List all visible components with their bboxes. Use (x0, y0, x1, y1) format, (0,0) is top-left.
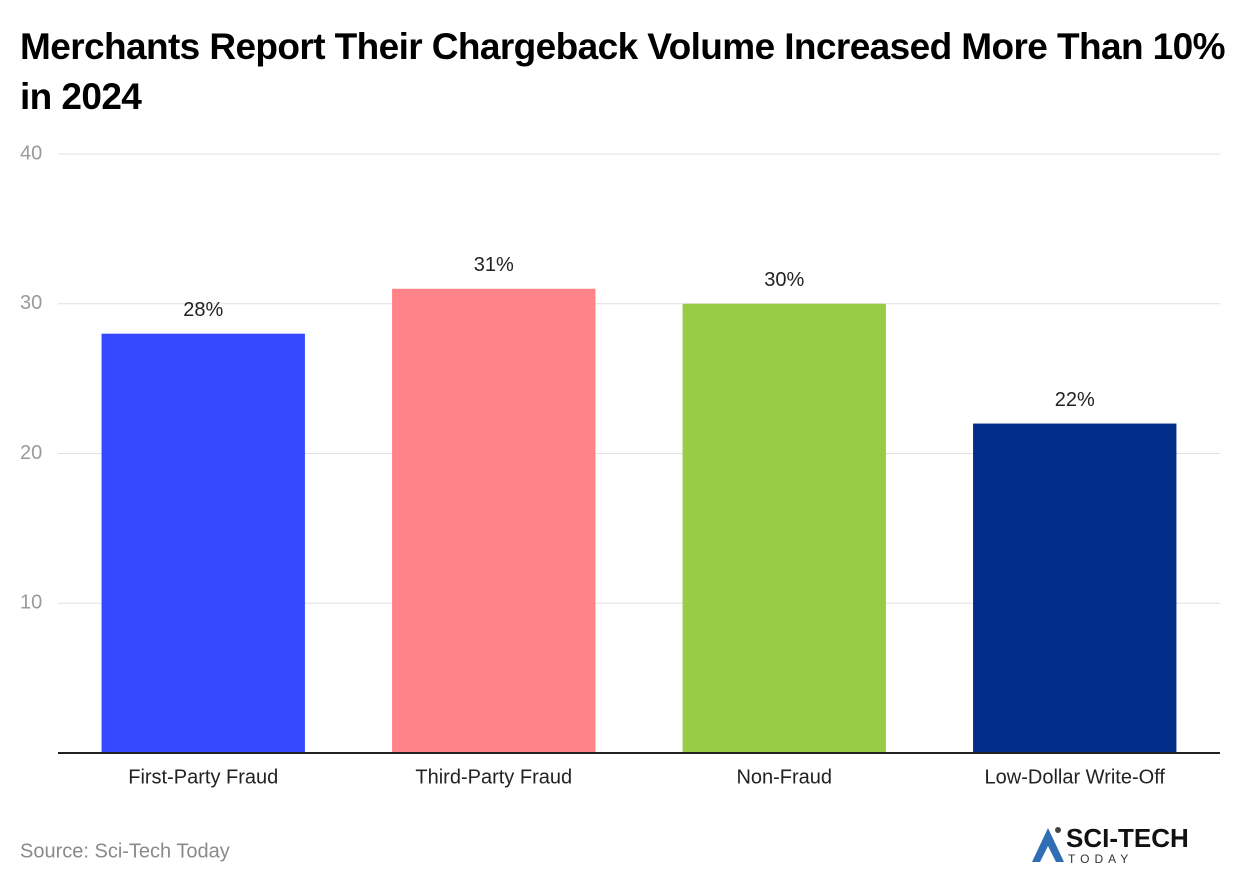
bar (101, 333, 305, 753)
value-label: 30% (764, 269, 804, 291)
bar (392, 288, 596, 753)
chart-title: Merchants Report Their Chargeback Volume… (20, 26, 1225, 117)
y-tick-label: 20 (20, 442, 42, 464)
value-label: 22% (1055, 389, 1095, 411)
bar (682, 303, 886, 753)
x-tick-label: Low-Dollar Write-Off (985, 766, 1166, 788)
bar (973, 423, 1177, 753)
x-tick-label: First-Party Fraud (128, 766, 278, 788)
y-tick-label: 40 (20, 142, 42, 164)
logo-subtext: TODAY (1068, 852, 1133, 866)
logo: SCI-TECH TODAY (1032, 823, 1189, 866)
x-tick-label: Non-Fraud (736, 766, 832, 788)
logo-icon (1032, 828, 1064, 862)
logo-icon-inner (1040, 846, 1056, 862)
y-tick-label: 10 (20, 592, 42, 614)
value-label: 31% (474, 254, 514, 276)
logo-text: SCI-TECH (1066, 823, 1189, 853)
value-label: 28% (183, 299, 223, 321)
source: Source: Sci-Tech Today (20, 840, 230, 862)
logo-dot (1055, 827, 1061, 833)
y-tick-label: 30 (20, 292, 42, 314)
x-tick-label: Third-Party Fraud (415, 766, 572, 788)
